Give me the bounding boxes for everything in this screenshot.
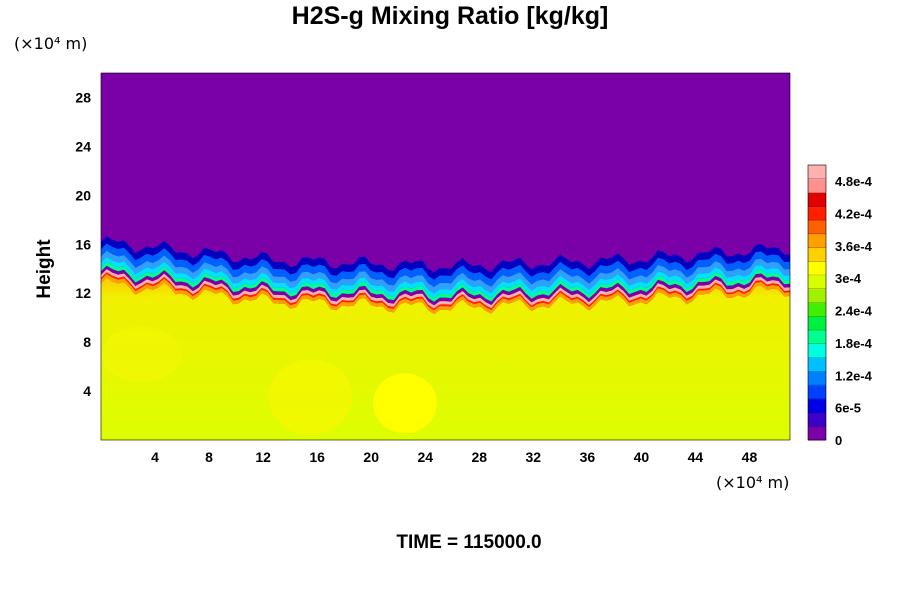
x-tick-label: 28	[471, 449, 487, 465]
colorbar-tick-label: 0	[835, 433, 842, 448]
x-tick-label: 36	[580, 449, 596, 465]
field-band-cyan	[101, 257, 790, 299]
colorbar-swatch	[808, 330, 826, 345]
x-tick-label: 44	[688, 449, 704, 465]
colorbar-swatch	[808, 412, 826, 427]
plot-frame	[100, 72, 791, 441]
colorbar-swatch	[808, 343, 826, 358]
colorbar-tick-label: 2.4e-4	[835, 304, 873, 319]
field-blob	[372, 373, 437, 434]
colorbar-swatch	[808, 357, 826, 372]
colorbar-swatch	[808, 426, 826, 441]
field-band-orange	[101, 270, 790, 314]
colorbar-tick-label: 3e-4	[835, 271, 862, 286]
colorbar-swatch	[808, 398, 826, 413]
x-tick-label: 40	[634, 449, 650, 465]
colorbar-swatch	[808, 220, 826, 235]
y-tick-label: 28	[75, 89, 91, 105]
colorbar-swatch	[808, 316, 826, 331]
x-axis-ticks: 4 8 12 16 20 24 28 32 36 40 44 48	[151, 449, 757, 465]
colorbar-swatch	[808, 247, 826, 262]
colorbar-swatch	[808, 275, 826, 290]
field-band-lightblue	[101, 250, 790, 294]
colorbar-swatch	[808, 206, 826, 221]
x-tick-label: 12	[255, 449, 271, 465]
field-band-blue-dark	[101, 236, 790, 280]
x-tick-label: 32	[526, 449, 542, 465]
colorbar-swatch	[808, 233, 826, 248]
x-tick-label: 24	[417, 449, 433, 465]
colorbar-tick-label: 1.2e-4	[835, 368, 873, 383]
field-blob	[268, 359, 353, 436]
y-tick-label: 16	[75, 236, 91, 252]
y-axis-unit: (×10⁴ m)	[14, 34, 88, 53]
field-blob	[101, 326, 182, 383]
x-tick-label: 16	[309, 449, 325, 465]
colorbar-swatch	[808, 192, 826, 207]
colorbar-tick-label: 6e-5	[835, 401, 861, 416]
colorbar-swatch	[808, 385, 826, 400]
colorbar-frame	[807, 164, 827, 441]
y-tick-label: 8	[83, 334, 91, 350]
colorbar-swatch	[808, 261, 826, 276]
colorbar-swatch	[808, 288, 826, 303]
colorbar-tick-label: 4.8e-4	[835, 174, 873, 189]
colorbar-tick-label: 4.2e-4	[835, 207, 873, 222]
colorbar-tick-label: 1.8e-4	[835, 336, 873, 351]
y-tick-label: 12	[75, 285, 91, 301]
x-tick-label: 4	[151, 449, 159, 465]
colorbar: 0 6e-5 1.2e-4 1.8e-4 2.4e-4 3e-4 3.6e-4 4.2e-4 4…	[807, 164, 873, 448]
y-tick-label: 20	[75, 187, 91, 203]
x-tick-label: 48	[742, 449, 758, 465]
y-axis-ticks: 4 8 12 16 20 24 28	[75, 89, 91, 399]
plot-area	[100, 72, 791, 441]
x-tick-label: 8	[205, 449, 213, 465]
y-tick-label: 24	[75, 138, 91, 154]
colorbar-swatch	[808, 178, 826, 193]
time-label: TIME = 115000.0	[396, 532, 542, 553]
colorbar-tick-label: 3.6e-4	[835, 239, 873, 254]
colorbar-swatch	[808, 165, 826, 180]
y-tick-label: 4	[83, 383, 91, 399]
x-axis-unit: (×10⁴ m)	[716, 473, 790, 492]
colorbar-swatch	[808, 302, 826, 317]
x-tick-label: 20	[363, 449, 379, 465]
colorbar-swatch	[808, 371, 826, 386]
chart-title: H2S-g Mixing Ratio [kg/kg]	[291, 2, 609, 30]
field-band-blue	[101, 243, 790, 288]
